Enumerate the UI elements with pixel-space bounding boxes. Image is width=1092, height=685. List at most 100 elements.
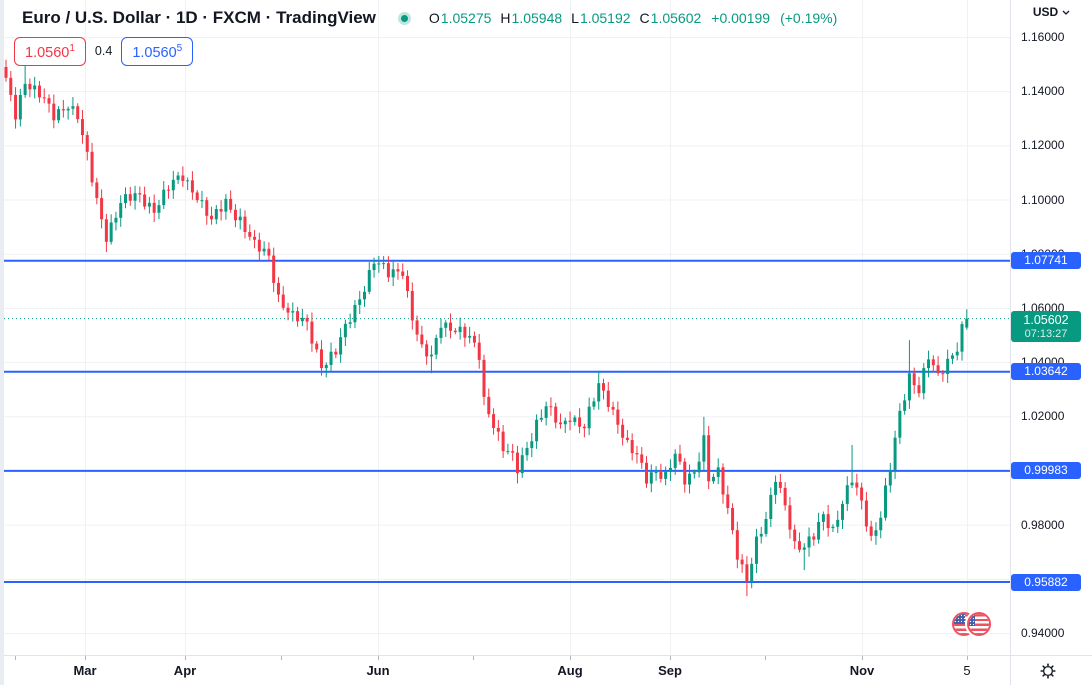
symbol-title[interactable]: Euro / U.S. Dollar · 1D · FXCM · Trading…	[22, 8, 376, 27]
price-tick-label: 1.14000	[1021, 84, 1065, 99]
current-price-label: 1.05602 07:13:27	[1011, 310, 1081, 342]
candle-body	[18, 94, 22, 120]
candle-body	[57, 109, 61, 121]
candle-body	[52, 103, 56, 121]
time-tick	[570, 656, 571, 660]
candle-body	[625, 437, 629, 441]
candle-body	[477, 342, 481, 360]
time-axis-label: Nov	[849, 663, 875, 678]
high-value: 1.05948	[511, 10, 563, 26]
candle-body	[276, 282, 280, 295]
candle-body	[558, 422, 562, 425]
time-axis-label: 5	[963, 663, 971, 678]
candle-body	[520, 455, 524, 474]
price-scale-settings-gear-icon[interactable]	[1039, 662, 1057, 680]
candle-body	[850, 482, 854, 486]
candle-body	[960, 324, 964, 352]
buy-button[interactable]: 1.05605	[121, 37, 194, 66]
candle-body	[721, 467, 725, 495]
price-chart[interactable]	[0, 0, 1010, 655]
candle-body	[515, 452, 519, 474]
candle-body	[95, 182, 99, 199]
level-price-label: 0.99983	[1011, 462, 1081, 480]
candle-body	[4, 66, 8, 78]
price-scale[interactable]: USD 1.160001.140001.120001.100001.080001…	[1010, 0, 1092, 655]
candle-body	[874, 530, 878, 536]
candle-body	[582, 426, 586, 429]
candle-body	[817, 521, 821, 540]
candle-body	[592, 401, 596, 407]
candle-body	[367, 270, 371, 292]
spread-value: 0.4	[94, 44, 113, 59]
candle-body	[310, 321, 314, 344]
candle-body	[917, 385, 921, 394]
candle-body	[797, 541, 801, 550]
candle-body	[831, 526, 835, 529]
candle-body	[406, 275, 410, 291]
time-tick	[967, 656, 968, 660]
candle-body	[61, 109, 65, 111]
candle-body	[267, 248, 271, 256]
candle-body	[434, 337, 438, 355]
candle-body	[238, 216, 242, 221]
change-percent: (+0.19%)	[780, 10, 838, 26]
price-tick-label: 1.16000	[1021, 30, 1065, 44]
sell-button[interactable]: 1.05601	[14, 37, 86, 66]
candle-body	[506, 451, 510, 453]
candle-body	[439, 327, 443, 338]
candle-body	[740, 559, 744, 565]
candle-body	[539, 417, 543, 420]
candle-body	[444, 322, 448, 328]
candle-body	[181, 175, 185, 181]
candle-body	[9, 77, 13, 95]
candle-body	[458, 326, 462, 333]
time-axis-label: Mar	[73, 663, 97, 678]
market-status-icon[interactable]	[397, 11, 411, 25]
candle-body	[778, 481, 782, 488]
candle-body	[358, 299, 362, 305]
candle-body	[845, 485, 849, 504]
candle-body	[449, 322, 453, 331]
change-value: +0.00199	[711, 10, 771, 26]
candle-body	[898, 410, 902, 438]
time-axis-label: Aug	[557, 663, 583, 678]
candle-body	[587, 406, 591, 429]
price-tick-label: 1.12000	[1021, 138, 1065, 153]
candle-body	[334, 351, 338, 355]
candle-body	[496, 427, 500, 432]
candle-body	[745, 564, 749, 582]
candle-body	[272, 255, 276, 283]
bid-ask-row: 1.05601 0.4 1.05605	[14, 37, 837, 66]
chevron-down-icon	[1062, 10, 1070, 15]
candle-body	[864, 500, 868, 527]
candle-body	[888, 469, 892, 486]
candle-body	[802, 547, 806, 550]
candle-body	[453, 330, 457, 333]
candle-body	[769, 494, 773, 519]
candle-body	[167, 189, 171, 191]
candle-body	[759, 533, 763, 537]
candle-body	[429, 354, 433, 357]
candle-body	[37, 85, 41, 98]
time-tick	[473, 656, 474, 660]
time-scale[interactable]: Mar Apr Jun Aug Sep Nov 5	[0, 655, 1092, 685]
candle-body	[315, 343, 319, 350]
candle-body	[348, 322, 352, 324]
left-edge-strip	[0, 0, 4, 685]
candle-body	[229, 198, 233, 210]
candle-body	[47, 98, 51, 104]
pair-flags-icon	[952, 611, 994, 639]
candle-body	[152, 202, 156, 213]
time-axis-label: Jun	[366, 663, 390, 678]
close-value: 1.05602	[650, 10, 702, 26]
candle-body	[363, 291, 366, 300]
chart-legend: Euro / U.S. Dollar · 1D · FXCM · Trading…	[14, 8, 838, 66]
candle-body	[855, 482, 859, 488]
candle-body	[893, 437, 897, 470]
currency-dropdown[interactable]: USD	[1011, 5, 1092, 19]
candle-body	[410, 290, 414, 321]
close-label: C	[639, 10, 650, 26]
candle-body	[735, 530, 739, 560]
candle-body	[133, 193, 137, 201]
candle-body	[788, 505, 792, 530]
